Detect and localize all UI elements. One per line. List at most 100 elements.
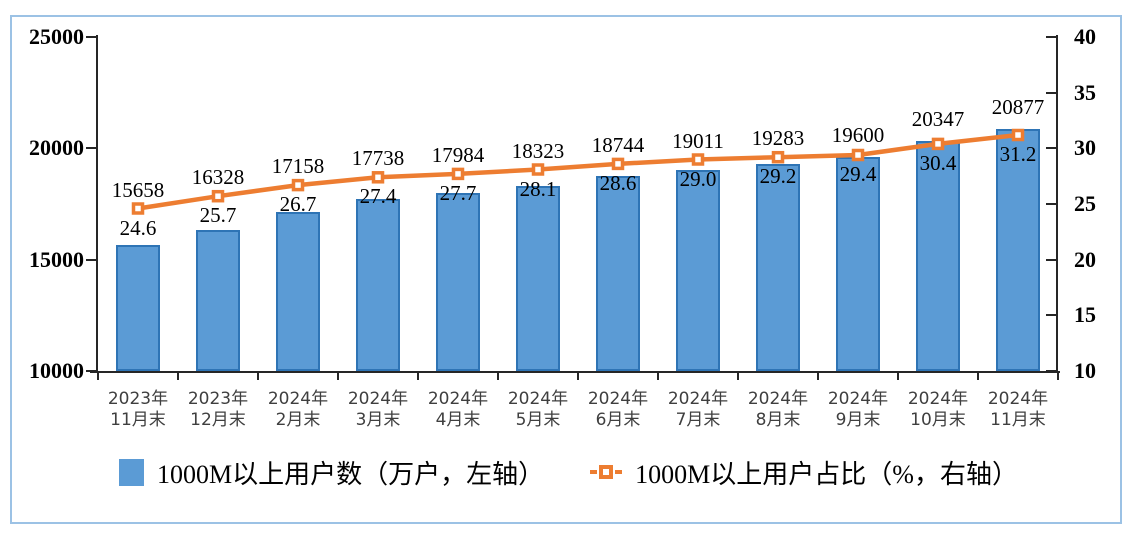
bar <box>596 176 640 371</box>
y-axis-tick-label-right: 30 <box>1074 135 1096 161</box>
x-axis-label: 2024年 2月末 <box>258 389 338 431</box>
bar <box>996 128 1040 371</box>
x-axis-label-line: 2024年 <box>827 389 889 409</box>
x-axis-label-line: 2024年 <box>267 389 329 409</box>
line-value-label: 27.7 <box>439 180 477 205</box>
x-axis-label: 2023年 11月末 <box>98 389 178 431</box>
line-point-marker <box>131 202 145 215</box>
line-value-label: 24.6 <box>119 215 157 240</box>
line-value-label: 29.2 <box>759 164 797 189</box>
x-axis-label: 2024年 5月末 <box>498 389 578 431</box>
y-axis-tick-label-left: 10000 <box>29 358 84 383</box>
x-axis-tick <box>1057 371 1059 380</box>
bar-series-swatch-icon <box>119 458 145 486</box>
x-axis-tick <box>977 371 979 380</box>
x-axis-tick <box>897 371 899 380</box>
x-axis-label-line: 2024年 <box>747 389 809 409</box>
y-axis-tick-right <box>1046 203 1058 205</box>
x-axis-label-line: 2024年 <box>907 389 969 409</box>
x-axis-label-line: 2024年 <box>427 389 489 409</box>
x-axis-label: 2024年 9月末 <box>818 389 898 431</box>
y-axis-tick-label-left: 15000 <box>29 246 84 272</box>
line-point-marker <box>691 153 705 166</box>
bar <box>916 140 960 371</box>
y-axis-tick-right <box>1046 91 1058 94</box>
x-axis-label: 2024年 4月末 <box>418 389 498 431</box>
line-value-label: 28.6 <box>599 170 637 195</box>
line-series <box>131 128 1025 215</box>
x-axis-label-line: 2024年 <box>667 389 729 409</box>
x-axis-label: 2024年 11月末 <box>978 389 1058 431</box>
bar-value-label: 20347 <box>911 106 965 131</box>
x-axis-label-line: 2023年 <box>107 389 169 409</box>
x-axis-tick <box>177 371 179 380</box>
bar <box>836 157 880 371</box>
line-point-marker <box>611 157 625 171</box>
x-axis-tick <box>417 371 419 380</box>
x-axis-label-line: 6月末 <box>595 410 641 430</box>
y-axis-tick-right <box>1046 258 1058 261</box>
x-axis-label-line: 2023年 <box>187 389 249 409</box>
line-series-marker-icon <box>590 465 623 479</box>
bar-value-label: 16328 <box>191 165 245 190</box>
x-axis-label-line: 9月末 <box>835 410 881 430</box>
bar <box>436 193 480 371</box>
y-axis-tick-label-right: 35 <box>1074 79 1096 105</box>
bar-value-label: 18744 <box>591 132 645 157</box>
x-axis-label-line: 7月末 <box>675 410 721 430</box>
bar-value-label: 17984 <box>431 142 485 167</box>
x-axis-label-line: 2024年 <box>987 389 1049 409</box>
x-axis-tick <box>257 371 259 380</box>
line-point-marker <box>291 178 305 192</box>
y-axis-tick-left <box>86 258 98 261</box>
x-axis-label-line: 2024年 <box>507 389 569 409</box>
bar-value-label: 19283 <box>751 126 805 151</box>
line-value-label: 26.7 <box>279 192 317 217</box>
y-axis-tick-label-left: 20000 <box>29 135 84 161</box>
bar-value-label: 17738 <box>351 146 405 171</box>
bar-value-label: 20877 <box>991 94 1045 119</box>
y-axis-tick-right <box>1046 370 1058 372</box>
line-value-label: 31.2 <box>999 142 1037 166</box>
y-axis-tick-label-left: 25000 <box>29 24 84 49</box>
x-axis-label: 2024年 3月末 <box>338 389 418 431</box>
x-axis-tick <box>657 371 659 380</box>
y-axis-tick-right <box>1046 36 1058 38</box>
line-path <box>137 132 1019 211</box>
x-axis-label-line: 2月末 <box>275 410 321 430</box>
x-axis-label-line: 10月末 <box>910 410 966 430</box>
legend-line-label: 1000M以上用户占比（%，右轴） <box>635 459 1018 489</box>
bar <box>676 170 720 371</box>
y-axis-tick-left <box>86 36 98 38</box>
line-value-label: 29.0 <box>679 166 717 191</box>
x-axis-tick <box>817 371 819 380</box>
bar <box>756 164 800 371</box>
x-axis <box>90 371 1060 373</box>
x-axis-label: 2024年 10月末 <box>898 389 978 431</box>
y-axis-tick-label-right: 20 <box>1074 246 1096 272</box>
x-axis-label-line: 5月末 <box>515 410 561 430</box>
line-point-marker <box>851 148 865 162</box>
x-axis-tick <box>497 371 499 380</box>
bar <box>516 185 560 371</box>
line-value-label: 25.7 <box>199 203 237 228</box>
line-point-marker <box>451 167 465 181</box>
x-axis-tick <box>97 371 99 380</box>
x-axis-label-line: 3月末 <box>355 410 401 430</box>
bar-value-label: 15658 <box>111 177 165 202</box>
x-axis-tick <box>577 371 579 380</box>
line-point-marker <box>771 150 785 164</box>
bar-value-label: 19011 <box>672 128 724 153</box>
x-axis-label-line: 12月末 <box>190 410 246 430</box>
legend-item-line-series: 1000M以上用户占比（%，右轴） <box>590 454 1018 491</box>
x-axis-tick <box>337 371 339 380</box>
legend-item-bar-series: 1000M以上用户数（万户，左轴） <box>119 454 544 491</box>
y-axis-tick-label-right: 25 <box>1074 191 1096 216</box>
x-axis-label-line: 2024年 <box>347 389 409 409</box>
y-axis-tick-label-right: 40 <box>1074 24 1096 49</box>
bar-value-label: 19600 <box>831 123 885 148</box>
y-axis-tick-label-right: 15 <box>1074 302 1096 328</box>
x-axis-label: 2024年 6月末 <box>578 389 658 431</box>
line-point-marker <box>531 163 545 176</box>
legend-bar-label: 1000M以上用户数（万户，左轴） <box>157 459 545 489</box>
